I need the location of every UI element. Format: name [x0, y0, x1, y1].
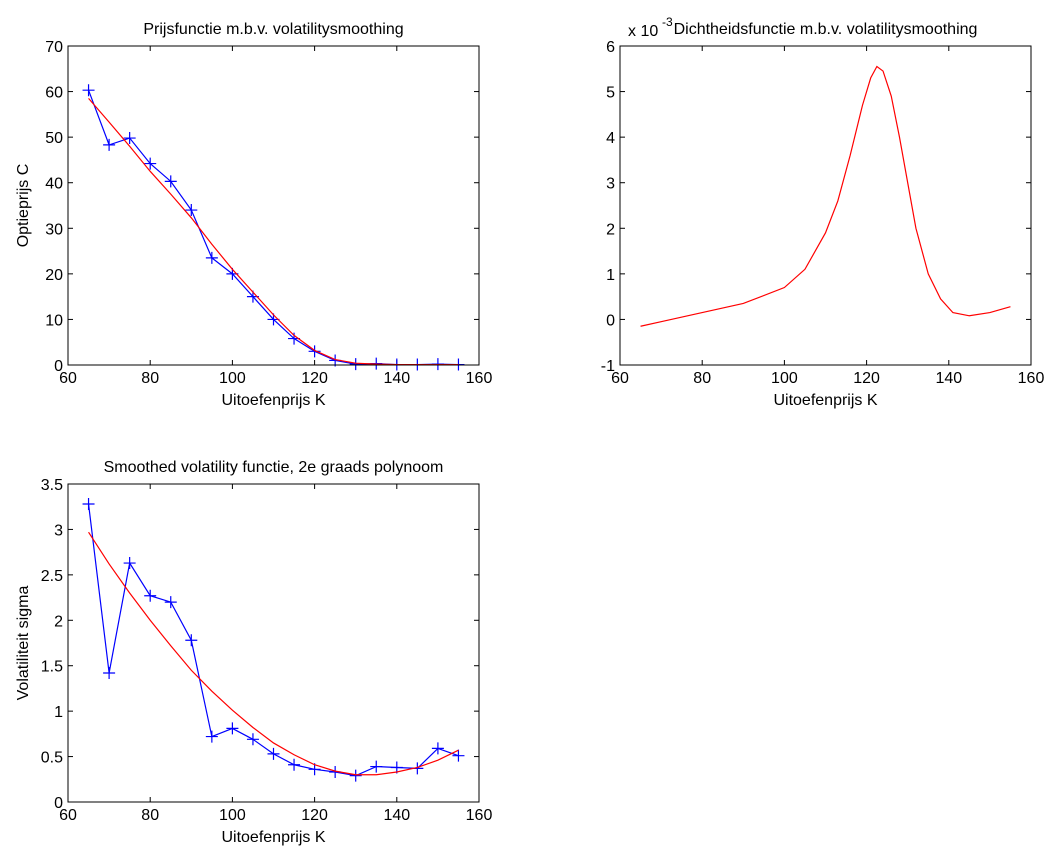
plot-area — [620, 46, 1031, 365]
y-tick-label: 1 — [54, 704, 63, 721]
marker — [246, 733, 259, 746]
series-line — [88, 531, 459, 776]
y-multiplier-power: -3 — [662, 15, 673, 29]
x-tick-label: 60 — [611, 370, 629, 387]
marker — [144, 589, 157, 602]
y-tick-label: 50 — [45, 130, 63, 147]
x-tick-label: 80 — [141, 807, 159, 824]
y-axis-label: Optieprijs C — [15, 164, 32, 248]
x-tick-label: 140 — [383, 370, 410, 387]
y-tick-label: 40 — [45, 176, 63, 193]
x-tick-label: 120 — [301, 370, 328, 387]
marker — [267, 747, 280, 760]
y-tick-label: 3 — [54, 522, 63, 539]
marker — [308, 345, 321, 358]
marker — [164, 175, 177, 188]
x-tick-label: 160 — [1018, 370, 1045, 387]
chart-title: Prijsfunctie m.b.v. volatilitysmoothing — [143, 21, 403, 38]
y-tick-label: 2 — [54, 613, 63, 630]
x-tick-label: 80 — [693, 370, 711, 387]
y-tick-label: 10 — [45, 312, 63, 329]
series-line — [640, 65, 1011, 327]
y-tick-label: 3.5 — [41, 477, 63, 494]
x-tick-label: 140 — [935, 370, 962, 387]
marker — [82, 497, 95, 510]
y-tick-label: 1 — [606, 267, 615, 284]
x-tick-label: 60 — [59, 807, 77, 824]
marker — [349, 358, 362, 371]
x-tick-label: 120 — [853, 370, 880, 387]
y-tick-label: 6 — [606, 39, 615, 56]
y-tick-label: 5 — [606, 85, 615, 102]
marker — [370, 760, 383, 773]
marker — [144, 157, 157, 170]
y-tick-label: 4 — [606, 130, 615, 147]
marker — [164, 596, 177, 609]
x-tick-label: 60 — [59, 370, 77, 387]
y-tick-label: 30 — [45, 221, 63, 238]
marker — [103, 138, 116, 151]
y-multiplier: x 10 — [628, 23, 658, 40]
x-tick-label: 160 — [466, 370, 493, 387]
y-tick-label: 2 — [606, 221, 615, 238]
marker — [205, 730, 218, 743]
y-tick-label: 20 — [45, 267, 63, 284]
x-axis-label: Uitoefenprijs K — [221, 392, 325, 409]
marker — [226, 722, 239, 735]
plot-area — [68, 46, 479, 365]
x-tick-label: 140 — [383, 807, 410, 824]
y-tick-label: 2.5 — [41, 568, 63, 585]
marker — [431, 742, 444, 755]
y-tick-label: 0 — [606, 312, 615, 329]
marker — [185, 204, 198, 217]
x-tick-label: 100 — [219, 807, 246, 824]
y-tick-label: 3 — [606, 176, 615, 193]
marker — [103, 666, 116, 679]
x-tick-label: 160 — [466, 807, 493, 824]
marker — [123, 557, 136, 570]
y-tick-label: 0 — [54, 358, 63, 375]
marker — [452, 749, 465, 762]
chart-title: Dichtheidsfunctie m.b.v. volatilitysmoot… — [674, 21, 978, 38]
marker — [123, 132, 136, 145]
y-tick-label: -1 — [601, 358, 615, 375]
axes-box — [67, 483, 480, 803]
x-tick-label: 100 — [771, 370, 798, 387]
marker — [288, 758, 301, 771]
marker — [185, 634, 198, 647]
y-tick-label: 0 — [54, 795, 63, 812]
y-tick-label: 1.5 — [41, 659, 63, 676]
y-axis-label: Volatiliteit sigma — [15, 586, 32, 701]
marker — [205, 251, 218, 264]
axes-box — [67, 45, 480, 366]
chart-title: Smoothed volatility functie, 2e graads p… — [104, 459, 444, 476]
x-tick-label: 120 — [301, 807, 328, 824]
y-tick-label: 60 — [45, 85, 63, 102]
marker — [349, 769, 362, 782]
marker — [82, 84, 95, 97]
x-axis-label: Uitoefenprijs K — [221, 829, 325, 846]
x-tick-label: 100 — [219, 370, 246, 387]
y-tick-label: 70 — [45, 39, 63, 56]
y-tick-label: 0.5 — [41, 750, 63, 767]
x-tick-label: 80 — [141, 370, 159, 387]
axes-box — [619, 45, 1032, 366]
x-axis-label: Uitoefenprijs K — [773, 392, 877, 409]
